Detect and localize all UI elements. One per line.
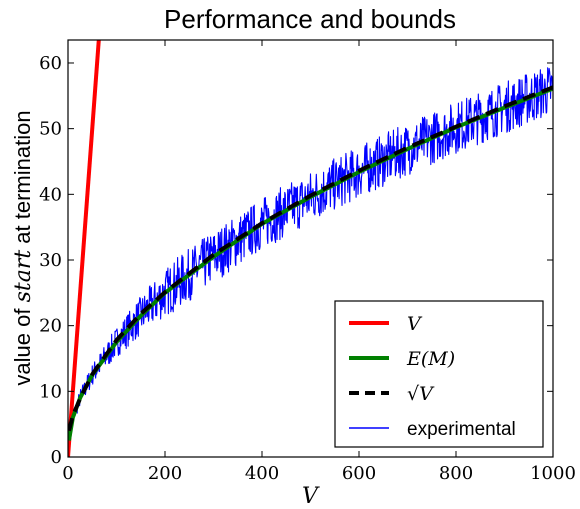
- y-tick-label-3: 30: [39, 250, 62, 271]
- y-tick-label-1: 10: [39, 381, 62, 402]
- x-tick-label-1: 200: [148, 463, 182, 484]
- legend-label-1: E(M): [406, 348, 455, 370]
- axis-ticks: 0 200 400 600 800 1000 0 10 20 30 40 50 60: [39, 40, 576, 484]
- x-tick-label-5: 1000: [530, 463, 576, 484]
- y-tick-label-4: 40: [39, 184, 62, 205]
- legend: V E(M) √V experimental: [334, 300, 544, 448]
- y-tick-label-2: 20: [39, 316, 62, 337]
- x-tick-label-4: 800: [439, 463, 473, 484]
- series-line-0: [68, 40, 101, 457]
- series-line-2: [68, 85, 553, 432]
- x-axis-label: V: [302, 484, 320, 509]
- x-tick-label-2: 400: [245, 463, 279, 484]
- plot-area: [67, 39, 554, 458]
- legend-label-3: experimental: [407, 419, 516, 440]
- plot-frame: [67, 39, 554, 458]
- series-group: [68, 40, 553, 457]
- x-tick-label-3: 600: [342, 463, 376, 484]
- legend-label-0: V: [407, 313, 423, 335]
- x-tick-label-0: 0: [62, 463, 73, 484]
- legend-label-2: √V: [407, 383, 435, 405]
- series-line-3: [68, 67, 553, 448]
- y-tick-label-5: 50: [39, 119, 62, 140]
- legend-box: [334, 300, 544, 448]
- y-tick-label-6: 60: [39, 53, 62, 74]
- chart-title: Performance and bounds: [164, 4, 456, 34]
- y-tick-label-0: 0: [51, 447, 62, 468]
- y-axis-label: value of start at termination: [10, 110, 36, 385]
